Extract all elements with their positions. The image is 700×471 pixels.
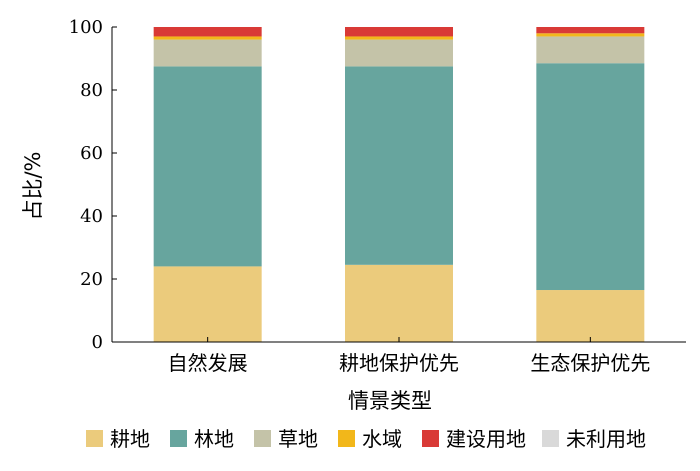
x-axis-title: 情景类型 bbox=[348, 389, 432, 413]
bar-segment bbox=[153, 27, 262, 37]
bar-segment bbox=[345, 264, 453, 342]
bar-segment bbox=[345, 27, 453, 37]
bar-segment bbox=[536, 36, 645, 64]
legend-label: 林地 bbox=[194, 427, 234, 451]
y-tick-label: 0 bbox=[92, 332, 103, 353]
y-tick-label: 80 bbox=[80, 80, 103, 101]
bar-segment bbox=[345, 66, 453, 265]
y-tick-label: 20 bbox=[80, 269, 103, 290]
legend-label: 草地 bbox=[278, 427, 318, 451]
bars-layer bbox=[153, 27, 645, 342]
legend-swatch bbox=[86, 430, 103, 447]
legend-label: 水域 bbox=[362, 427, 402, 451]
legend-label: 未利用地 bbox=[566, 427, 646, 451]
legend-label: 建设用地 bbox=[446, 427, 526, 451]
bar-segment bbox=[153, 39, 262, 67]
bar-segment bbox=[153, 266, 262, 342]
y-axis-title: 占比/% bbox=[21, 151, 45, 220]
legend-swatch bbox=[170, 430, 187, 447]
bar-segment bbox=[153, 66, 262, 267]
legend-swatch bbox=[338, 430, 355, 447]
legend-swatch bbox=[422, 430, 439, 447]
legend-swatch bbox=[254, 430, 271, 447]
bar-segment bbox=[536, 63, 645, 291]
x-tick-label: 生态保护优先 bbox=[530, 351, 650, 375]
axes-layer: 自然发展 耕地保护优先 生态保护优先 0 20 40 60 80 100 bbox=[69, 17, 686, 375]
bar-segment bbox=[345, 36, 453, 40]
bar-segment bbox=[345, 39, 453, 67]
bar-segment bbox=[153, 36, 262, 40]
bar-segment bbox=[536, 33, 645, 37]
legend: 耕地 林地 草地 水域 建设用地 未利用地 bbox=[86, 427, 646, 451]
bar-segment bbox=[536, 290, 645, 342]
legend-label: 耕地 bbox=[110, 427, 150, 451]
y-tick-label: 100 bbox=[69, 17, 103, 38]
bar-segment bbox=[536, 27, 645, 34]
legend-swatch bbox=[542, 430, 559, 447]
x-tick-label: 耕地保护优先 bbox=[339, 351, 459, 375]
y-tick-label: 60 bbox=[80, 143, 103, 164]
x-tick-label: 自然发展 bbox=[168, 351, 248, 375]
y-tick-label: 40 bbox=[80, 206, 103, 227]
